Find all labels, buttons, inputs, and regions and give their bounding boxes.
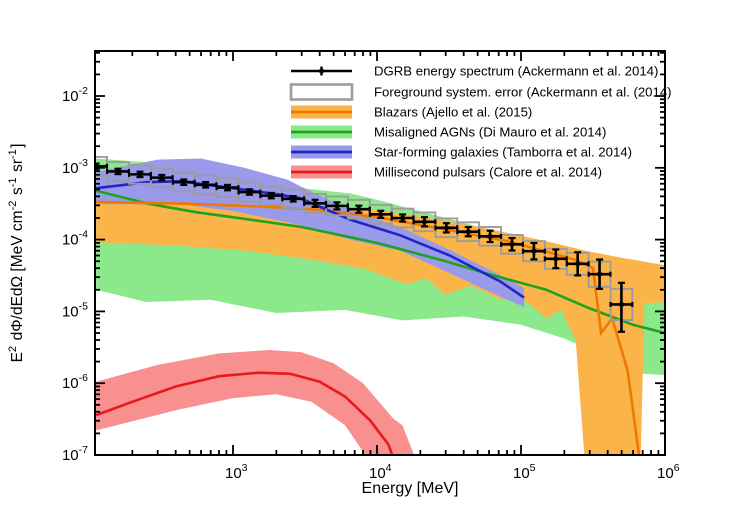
x-tick-label: 105 (513, 462, 536, 482)
y-tick-label: 10-6 (62, 372, 88, 392)
y-tick-label: 10-5 (62, 300, 88, 320)
blazars-band (96, 198, 665, 455)
data-marker (137, 172, 142, 177)
dgrb-data-point (500, 237, 524, 252)
y-tick-label: 10-4 (62, 229, 88, 249)
data-marker (334, 203, 339, 208)
dgrb-data-point (587, 258, 612, 290)
misaligned-agn-line (95, 189, 665, 335)
data-marker (378, 212, 383, 217)
legend-entry: Star-forming galaxies (Tamborra et al. 2… (291, 145, 632, 160)
dgrb-data-point (521, 241, 546, 261)
data-marker (313, 201, 318, 206)
dgrb-data-point (368, 209, 393, 219)
dgrb-data-point (215, 183, 240, 192)
x-tick-label: 106 (657, 462, 680, 482)
y-axis-title: E2 dΦ/dEdΩ [MeV cm-2 s-1 sr-1 ] (7, 144, 26, 363)
y-tick-label: 10-7 (62, 444, 88, 464)
dgrb-data-point (324, 201, 349, 211)
data-marker (356, 207, 361, 212)
x-tick-label: 104 (369, 462, 392, 482)
legend-label: Millisecond pulsars (Calore et al. 2014) (374, 165, 602, 180)
blazars-line (96, 200, 641, 455)
dgrb-data-point (434, 222, 459, 234)
dgrb-data-point (543, 248, 568, 270)
x-tick-label: 103 (225, 462, 248, 482)
legend-label: Foreground system. error (Ackermann et a… (374, 85, 672, 100)
dgrb-data-point (390, 213, 415, 223)
legend-marker (319, 69, 324, 73)
y-tick-label: 10-2 (62, 85, 88, 105)
data-marker (159, 175, 164, 180)
dgrb-data-point (565, 251, 590, 277)
dgrb-data-point (128, 170, 152, 179)
data-marker (400, 215, 405, 220)
axis-ticks (95, 51, 666, 456)
legend-open-box-swatch (289, 83, 354, 101)
data-marker (225, 185, 230, 190)
star-forming-galaxies-band (96, 158, 525, 307)
data-marker (575, 261, 580, 266)
dgrb-data-point (149, 173, 174, 182)
legend-label: Misaligned AGNs (Di Mauro et al. 2014) (374, 125, 606, 140)
dgrb-data-point (346, 204, 371, 214)
data-marker (488, 234, 493, 239)
data-marker (247, 190, 252, 195)
data-marker (597, 272, 602, 277)
plot-area (95, 155, 665, 455)
data-marker (619, 302, 624, 307)
legend-entry: Misaligned AGNs (Di Mauro et al. 2014) (291, 125, 606, 140)
dgrb-data-point (259, 191, 284, 200)
dgrb-data-point (412, 216, 437, 228)
legend-label: DGRB energy spectrum (Ackermann et al. 2… (374, 64, 658, 79)
data-marker (444, 225, 449, 230)
legend-entry: Millisecond pulsars (Calore et al. 2014) (291, 165, 602, 180)
x-tick-labels: 103 104 105 106 (225, 462, 680, 482)
dgrb-data-point (609, 281, 634, 333)
legend-label: Star-forming galaxies (Tamborra et al. 2… (374, 145, 632, 160)
data-marker (466, 229, 471, 234)
dgrb-data-point (478, 229, 503, 244)
millisecond-pulsars-band (96, 350, 415, 455)
data-marker (291, 196, 296, 201)
data-marker (510, 242, 515, 247)
data-marker (115, 169, 120, 174)
dgrb-data-point (193, 181, 218, 189)
legend-entry: Foreground system. error (Ackermann et a… (289, 83, 672, 101)
dgrb-data-point (171, 178, 196, 187)
millisecond-pulsars-line (95, 371, 394, 455)
legend-entry: Blazars (Ajello et al. (2015) (291, 105, 532, 120)
y-tick-label: 10-3 (62, 157, 88, 177)
y-tick-labels: 10-2 10-3 10-4 10-5 10-6 10-7 (62, 85, 88, 464)
dgrb-data-point (281, 195, 306, 203)
legend: DGRB energy spectrum (Ackermann et al. 2… (289, 64, 672, 180)
data-marker (422, 219, 427, 224)
x-axis-title: Energy [MeV] (362, 480, 459, 497)
data-marker (553, 256, 558, 261)
plot-frame (94, 50, 666, 456)
data-marker (95, 164, 99, 169)
dgrb-data-point (456, 225, 481, 238)
data-marker (181, 180, 186, 185)
data-marker (203, 182, 208, 187)
data-marker (269, 193, 274, 198)
legend-label: Blazars (Ajello et al. (2015) (374, 105, 532, 120)
legend-entry: DGRB energy spectrum (Ackermann et al. 2… (291, 64, 658, 79)
data-marker (531, 249, 536, 254)
